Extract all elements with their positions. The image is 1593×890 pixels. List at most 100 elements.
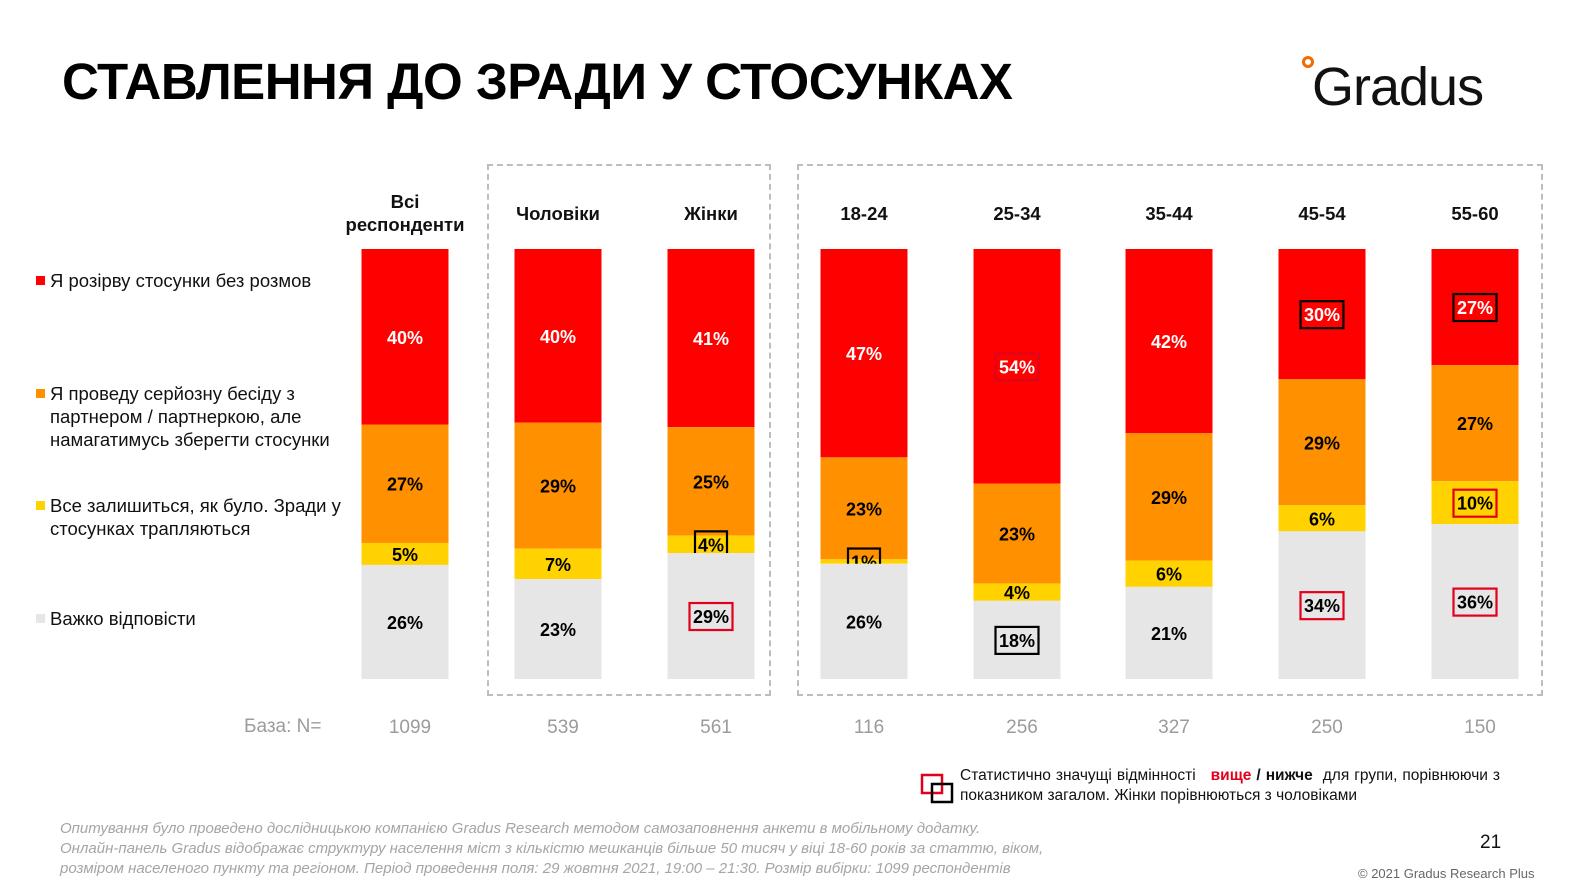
base-value: 250 xyxy=(1311,717,1343,738)
significance-box xyxy=(994,352,1040,382)
bar-segment xyxy=(820,559,908,564)
data-label: 26% xyxy=(387,613,423,633)
logo-dot-icon xyxy=(1302,56,1314,68)
category-label: Всі xyxy=(391,191,420,212)
significance-box xyxy=(1452,587,1498,617)
bar-segment xyxy=(1278,505,1366,532)
legend-item-break-up: Я розірву стосунки без розмов xyxy=(36,269,366,292)
legend-label: Важко відповісти xyxy=(50,608,196,629)
gradus-logo: Gradus xyxy=(1300,52,1515,122)
bar-segment xyxy=(1125,586,1213,679)
bar-segment xyxy=(667,553,755,679)
bar-segment xyxy=(514,579,602,679)
data-label: 29% xyxy=(540,477,576,497)
methodology-footer: Опитування було проведено дослідницькою … xyxy=(60,819,1150,879)
bar-segment xyxy=(1278,249,1366,380)
data-label: 29% xyxy=(1304,433,1340,453)
bar-segment xyxy=(973,249,1061,484)
legend-swatch xyxy=(36,276,45,285)
base-value: 1099 xyxy=(389,717,431,738)
significance-box xyxy=(1452,488,1498,518)
note-text-start: Статистично значущі відмінності xyxy=(960,767,1196,784)
significance-box xyxy=(1299,591,1345,621)
copyright: © 2021 Gradus Research Plus xyxy=(1358,866,1535,881)
bar-segment xyxy=(820,249,908,458)
data-label: 4% xyxy=(698,535,724,555)
base-value: 561 xyxy=(700,717,732,738)
data-label: 27% xyxy=(1457,298,1493,318)
data-label: 5% xyxy=(392,545,418,565)
note-lower-word: нижче xyxy=(1265,767,1313,784)
significance-note: Статистично значущі відмінності вище / н… xyxy=(960,766,1500,806)
category-label: 45-54 xyxy=(1298,203,1346,224)
bar-segment xyxy=(667,535,755,554)
bar-segment xyxy=(667,427,755,536)
bar-segment xyxy=(1278,379,1366,506)
data-label: 25% xyxy=(693,472,729,492)
base-label: База: N= xyxy=(244,716,322,737)
data-label: 18% xyxy=(999,631,1035,651)
data-label: 29% xyxy=(693,607,729,627)
base-value: 256 xyxy=(1006,717,1038,738)
note-slash: / xyxy=(1256,767,1266,784)
significance-box xyxy=(994,625,1040,656)
bar-segment xyxy=(973,600,1061,679)
footer-line: Опитування було проведено дослідницькою … xyxy=(60,820,981,837)
legend-swatch xyxy=(36,501,45,510)
data-label: 54% xyxy=(999,357,1035,377)
page-number: 21 xyxy=(1480,832,1502,853)
gender-group-box xyxy=(487,164,771,696)
bar-segment xyxy=(514,548,602,580)
data-label: 30% xyxy=(1304,305,1340,325)
bar-segment xyxy=(820,457,908,560)
legend-swatch xyxy=(36,389,45,398)
base-value: 116 xyxy=(854,717,884,738)
category-label: 55-60 xyxy=(1451,203,1498,224)
data-label: 6% xyxy=(1156,565,1182,585)
bar-segment xyxy=(973,483,1061,584)
data-label: 23% xyxy=(999,524,1035,544)
data-label: 47% xyxy=(846,344,882,364)
data-label: 41% xyxy=(693,329,729,349)
note-text-end: для групи, порівнюючи з показником загал… xyxy=(960,767,1501,804)
bar-segment xyxy=(1278,531,1366,679)
data-label: 4% xyxy=(1004,583,1030,603)
base-value: 150 xyxy=(1464,717,1496,738)
bar-segment xyxy=(1431,249,1519,366)
category-label: респонденти xyxy=(346,214,465,235)
category-label: Чоловіки xyxy=(516,203,600,224)
bar-segment xyxy=(973,583,1061,601)
category-label: 18-24 xyxy=(840,203,888,224)
data-label: 36% xyxy=(1457,593,1493,613)
data-label: 23% xyxy=(540,620,576,640)
bar-segment xyxy=(820,563,908,679)
category-label: 35-44 xyxy=(1145,203,1193,224)
bar-segment xyxy=(514,249,602,423)
data-label: 40% xyxy=(387,328,423,348)
base-value: 327 xyxy=(1158,717,1190,738)
bar-segment xyxy=(361,424,449,543)
significance-legend-icon xyxy=(920,773,954,804)
data-label: 23% xyxy=(846,499,882,519)
data-label: 40% xyxy=(540,327,576,347)
page-title: СТАВЛЕННЯ ДО ЗРАДИ У СТОСУНКАХ xyxy=(62,53,1013,110)
logo-text: Gradus xyxy=(1312,57,1484,117)
footer-line: Онлайн-панель Gradus відображає структур… xyxy=(60,840,1044,857)
legend-item-stay-same: Все залишиться, як було. Зради у стосунк… xyxy=(36,494,366,540)
bar-segment xyxy=(361,564,449,679)
data-label: 29% xyxy=(1151,488,1187,508)
significance-box xyxy=(688,601,734,632)
age-group-box xyxy=(797,164,1543,696)
bar-segment xyxy=(1125,560,1213,587)
bar-segment xyxy=(1125,249,1213,434)
bar-segment xyxy=(667,249,755,428)
data-label: 7% xyxy=(545,555,571,575)
legend-item-hard-to-answer: Важко відповісти xyxy=(36,607,366,630)
data-label: 34% xyxy=(1304,596,1340,616)
bar-segment xyxy=(361,542,449,565)
legend-label: Я розірву стосунки без розмов xyxy=(50,270,312,291)
bar-segment xyxy=(514,422,602,549)
data-label: 26% xyxy=(846,612,882,632)
significance-box xyxy=(1452,292,1498,323)
significance-box xyxy=(1299,300,1345,330)
